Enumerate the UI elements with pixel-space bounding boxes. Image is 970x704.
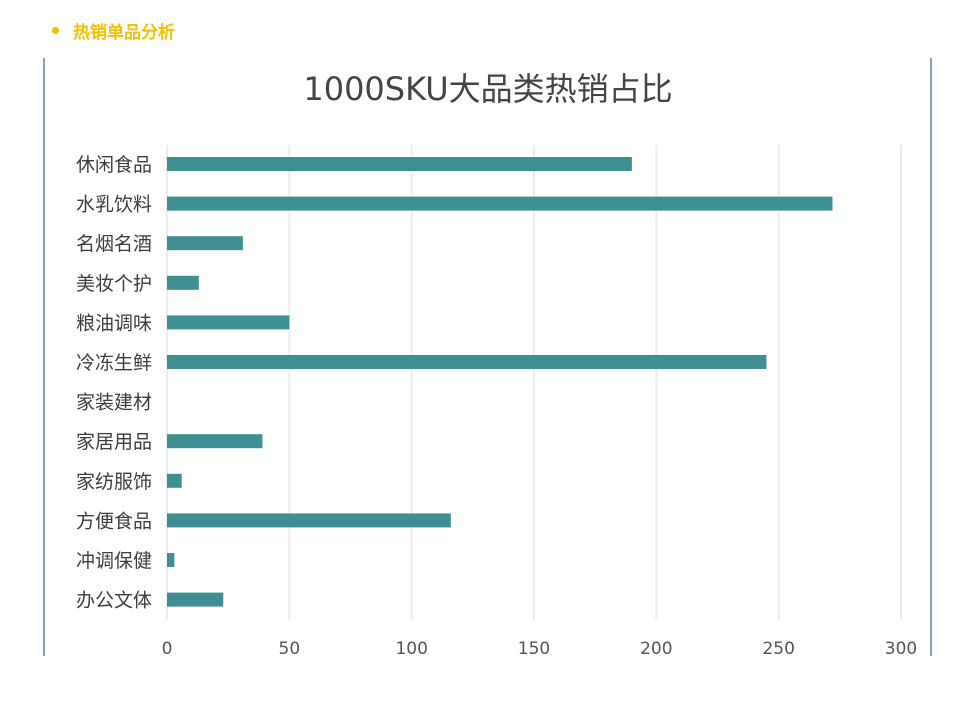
bar xyxy=(167,157,632,171)
x-tick-label: 300 xyxy=(885,639,917,659)
bar xyxy=(167,275,199,290)
x-tick-label: 100 xyxy=(395,639,427,659)
category-label: 冲调保健 xyxy=(76,550,152,572)
category-labels: 休闲食品水乳饮料名烟名酒美妆个护粮油调味冷冻生鲜家装建材家居用品家纺服饰方便食品… xyxy=(76,154,152,612)
category-label: 名烟名酒 xyxy=(76,233,152,255)
bar xyxy=(167,513,451,528)
category-label: 美妆个护 xyxy=(76,273,152,295)
bars xyxy=(167,157,833,607)
category-label: 家装建材 xyxy=(76,392,152,414)
frame-right-border xyxy=(930,58,932,656)
section-title: 热销单品分析 xyxy=(73,23,175,43)
category-label: 粮油调味 xyxy=(76,312,152,334)
category-label: 家纺服饰 xyxy=(76,471,152,493)
bar xyxy=(167,315,290,330)
category-label: 方便食品 xyxy=(76,510,152,532)
bar xyxy=(167,355,767,369)
category-label: 休闲食品 xyxy=(76,154,152,176)
bar xyxy=(167,592,224,607)
frame-left-border xyxy=(43,58,45,656)
bar xyxy=(167,473,182,488)
x-tick-label: 50 xyxy=(279,639,301,659)
chart-title: 1000SKU大品类热销占比 xyxy=(303,70,672,108)
x-tick-label: 0 xyxy=(162,639,173,659)
section-header: 热销单品分析 xyxy=(52,18,175,43)
category-label: 冷冻生鲜 xyxy=(76,352,152,374)
x-tick-label: 200 xyxy=(640,639,672,659)
bar xyxy=(167,196,833,211)
x-tick-labels: 0 50 100 150 200 250 300 xyxy=(162,639,918,659)
bar xyxy=(167,434,263,449)
category-label: 水乳饮料 xyxy=(76,194,152,216)
category-label: 办公文体 xyxy=(76,590,152,612)
grid-lines xyxy=(166,145,902,620)
category-label: 家居用品 xyxy=(76,431,152,453)
x-tick-label: 150 xyxy=(518,639,550,659)
bullet-icon xyxy=(52,27,59,34)
bar xyxy=(167,553,175,567)
x-tick-label: 250 xyxy=(762,639,794,659)
bar xyxy=(167,236,243,251)
